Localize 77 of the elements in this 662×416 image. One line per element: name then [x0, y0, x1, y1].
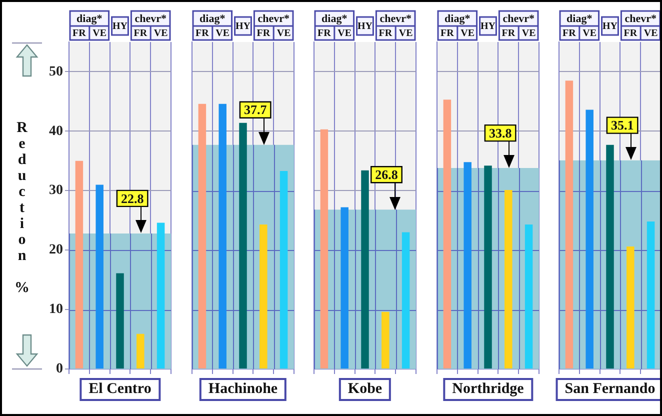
- y-tick-label: 30: [49, 183, 63, 198]
- bar: [361, 170, 369, 368]
- bar: [116, 273, 124, 368]
- x-tick-label: FR: [378, 28, 393, 40]
- x-tick-label: FR: [562, 28, 577, 40]
- bar: [443, 100, 452, 368]
- band-label: 26.8: [375, 167, 398, 182]
- y-tick-label: 40: [49, 124, 63, 139]
- text: chevr*: [134, 12, 167, 25]
- x-tick-label: VE: [216, 28, 230, 40]
- bar: [320, 129, 328, 368]
- text: chevr*: [380, 12, 412, 25]
- x-axis-title: El Centro: [80, 378, 160, 401]
- bar: [484, 166, 492, 368]
- x-tick-label: VE: [338, 28, 352, 40]
- bar: [402, 232, 410, 368]
- x-tick-label: VE: [522, 28, 536, 40]
- x-tick-label: HY: [112, 21, 128, 32]
- x-tick-label: HY: [358, 21, 374, 32]
- bar: [382, 312, 390, 368]
- x-tick-label: VE: [154, 28, 168, 40]
- bar: [646, 222, 655, 368]
- text: diag*: [76, 12, 103, 25]
- bar: [156, 222, 165, 368]
- band-label: 33.8: [488, 125, 512, 140]
- x-tick-label: HY: [236, 21, 252, 32]
- x-tick-label: VE: [398, 28, 414, 40]
- bar: [504, 190, 512, 368]
- text: diag*: [444, 12, 471, 25]
- x-tick-label: FR: [134, 28, 148, 40]
- x-tick-label: HY: [602, 21, 618, 32]
- bar: [606, 144, 614, 368]
- x-tick-label: FR: [624, 28, 638, 40]
- bar: [524, 224, 533, 368]
- x-tick-label: FR: [502, 28, 516, 40]
- bar: [75, 160, 84, 368]
- x-axis-title: Kobe: [338, 378, 392, 401]
- x-axis-title: Hachinohe: [199, 378, 287, 401]
- text: chevr*: [258, 12, 290, 25]
- text: diag*: [200, 12, 226, 25]
- bar: [586, 110, 594, 368]
- x-tick-label: VE: [276, 28, 292, 40]
- band-label: 22.8: [120, 190, 144, 206]
- x-tick-label: FR: [318, 28, 332, 40]
- y-tick-label: 0: [56, 362, 63, 377]
- x-tick-label: FR: [256, 28, 271, 40]
- text: chevr*: [624, 12, 657, 25]
- bar: [198, 104, 206, 368]
- bar: [96, 184, 104, 368]
- y-tick-label: 20: [49, 242, 63, 258]
- x-tick-label: FR: [196, 28, 210, 40]
- y-tick-label: 10: [49, 302, 63, 318]
- x-axis-title: Northridge: [443, 378, 533, 401]
- bar: [136, 334, 144, 368]
- bar: [340, 207, 348, 368]
- text: diag*: [322, 12, 348, 25]
- bar: [565, 80, 574, 368]
- y-axis-title: Reduction %: [14, 120, 30, 296]
- x-axis-title: San Fernando: [556, 378, 662, 401]
- bar: [218, 104, 226, 368]
- bar: [626, 246, 634, 368]
- x-tick-label: HY: [480, 21, 496, 32]
- x-tick-label: VE: [92, 28, 107, 40]
- x-tick-label: FR: [440, 28, 455, 40]
- x-tick-label: FR: [72, 28, 87, 40]
- x-tick-label: VE: [460, 28, 475, 40]
- y-tick-label: 50: [49, 64, 63, 80]
- x-tick-label: VE: [582, 28, 597, 40]
- bar: [239, 122, 247, 368]
- bar: [464, 162, 472, 368]
- x-tick-label: VE: [644, 28, 658, 40]
- text: diag*: [566, 12, 593, 25]
- band-label: 35.1: [610, 118, 634, 133]
- bar: [260, 224, 268, 368]
- text: chevr*: [502, 12, 535, 25]
- band-label: 37.7: [244, 102, 268, 118]
- bar: [280, 171, 288, 368]
